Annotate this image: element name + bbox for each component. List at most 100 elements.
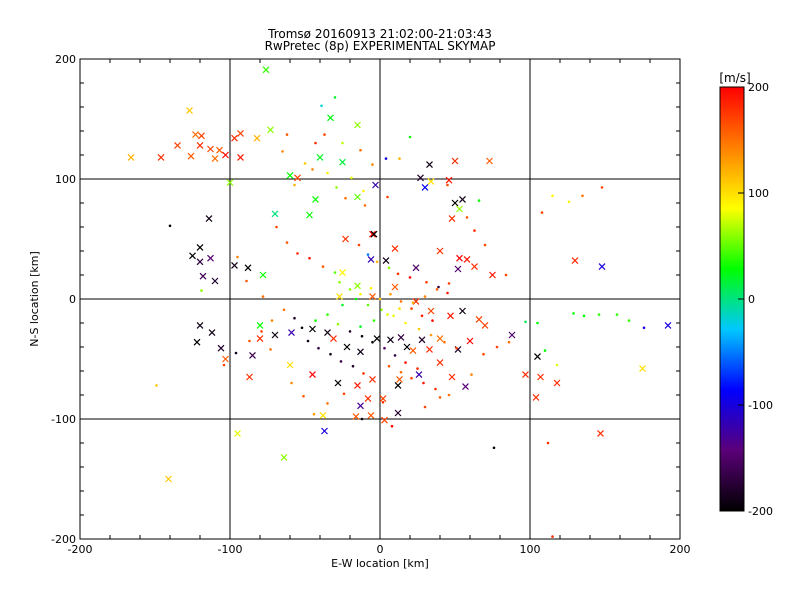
data-point-x	[409, 347, 417, 355]
data-point-x	[447, 312, 454, 320]
data-point-x	[664, 321, 672, 329]
data-point-x	[196, 321, 204, 329]
data-point-x	[193, 338, 201, 346]
data-point-dot	[435, 288, 439, 291]
data-point-x	[369, 375, 376, 383]
data-point-x	[196, 243, 204, 251]
data-point-x	[394, 409, 402, 417]
data-point-dot	[335, 186, 338, 189]
data-point-dot	[261, 295, 265, 298]
data-point-dot	[326, 402, 329, 405]
data-point-dot	[423, 405, 427, 409]
data-point-x	[456, 254, 463, 262]
data-point-x	[403, 343, 411, 351]
data-point-x	[451, 157, 459, 165]
data-point-dot	[567, 200, 571, 204]
data-point-x	[418, 336, 426, 344]
data-point-x	[207, 254, 214, 262]
data-point-x	[532, 393, 540, 401]
data-point-dot	[321, 265, 325, 268]
data-point-x	[259, 271, 267, 279]
data-point-dot	[543, 349, 547, 352]
data-point-dot	[492, 446, 496, 450]
data-point-dot	[600, 186, 604, 189]
data-point-x	[174, 141, 181, 149]
data-point-dot	[411, 301, 415, 304]
data-point-dot	[399, 370, 403, 374]
data-point-dot	[504, 273, 508, 277]
data-point-dot	[303, 162, 307, 165]
colorbar-tick-label: -100	[748, 399, 773, 412]
data-point-dot	[359, 325, 362, 328]
data-point-x	[466, 337, 474, 345]
data-point-x	[192, 131, 199, 139]
data-point-x	[481, 321, 489, 329]
x-tick-label: 200	[670, 543, 691, 556]
data-point-dot	[348, 288, 352, 291]
data-point-x	[396, 375, 403, 383]
data-point-dot	[275, 225, 278, 229]
data-point-dot	[473, 229, 476, 232]
data-point-x	[267, 126, 274, 134]
data-point-x	[189, 252, 196, 260]
x-tick-label: 0	[377, 543, 384, 556]
x-axis-label: E-W location [km]	[331, 557, 429, 570]
data-point-x	[415, 371, 423, 379]
data-point-x	[571, 257, 579, 265]
data-point-x	[316, 153, 324, 161]
y-axis-label: N-S location [km]	[28, 251, 41, 347]
data-point-x	[354, 282, 361, 290]
data-point-x	[217, 344, 225, 352]
data-point-dot	[524, 320, 527, 324]
data-point-x	[462, 383, 469, 391]
data-point-x	[598, 263, 606, 271]
data-point-dot	[389, 292, 392, 296]
data-point-dot	[357, 243, 361, 247]
data-point-dot	[446, 183, 449, 187]
data-point-x	[382, 257, 390, 265]
data-point-x	[370, 230, 378, 238]
data-point-dot	[404, 361, 407, 364]
data-point-dot	[306, 339, 310, 343]
data-point-dot	[311, 168, 314, 171]
data-point-dot	[555, 363, 559, 367]
data-point-x	[280, 453, 288, 461]
data-point-x	[394, 381, 402, 389]
data-point-x	[157, 153, 165, 161]
data-point-x	[456, 205, 463, 213]
data-point-x	[397, 333, 405, 341]
data-point-dot	[155, 384, 158, 387]
data-point-dot	[300, 326, 304, 330]
data-point-dot	[326, 171, 329, 175]
data-point-dot	[317, 346, 320, 350]
data-point-x	[445, 176, 453, 184]
scatter-points	[127, 66, 672, 538]
data-point-x	[364, 395, 372, 403]
data-point-dot	[372, 319, 376, 322]
data-point-x	[471, 263, 478, 271]
data-point-dot	[341, 303, 344, 307]
data-point-x	[309, 325, 316, 333]
data-point-x	[271, 331, 279, 339]
data-point-dot	[360, 334, 364, 338]
data-point-x	[288, 329, 295, 337]
data-point-x	[522, 371, 529, 379]
data-point-dot	[446, 291, 449, 295]
data-point-x	[597, 429, 604, 437]
data-point-dot	[344, 196, 347, 200]
data-point-dot	[371, 163, 374, 166]
data-point-dot	[642, 326, 646, 330]
data-point-x	[451, 199, 459, 207]
data-point-x	[286, 361, 294, 369]
data-point-x	[199, 272, 207, 280]
data-point-dot	[410, 307, 413, 310]
data-point-dot	[329, 352, 332, 356]
data-point-x	[427, 307, 435, 315]
data-point-dot	[582, 314, 586, 318]
data-point-dot	[381, 400, 385, 404]
data-point-x	[249, 351, 256, 359]
data-point-dot	[420, 314, 424, 318]
data-point-x	[367, 255, 375, 263]
data-point-dot	[336, 322, 340, 326]
data-point-dot	[366, 303, 370, 307]
